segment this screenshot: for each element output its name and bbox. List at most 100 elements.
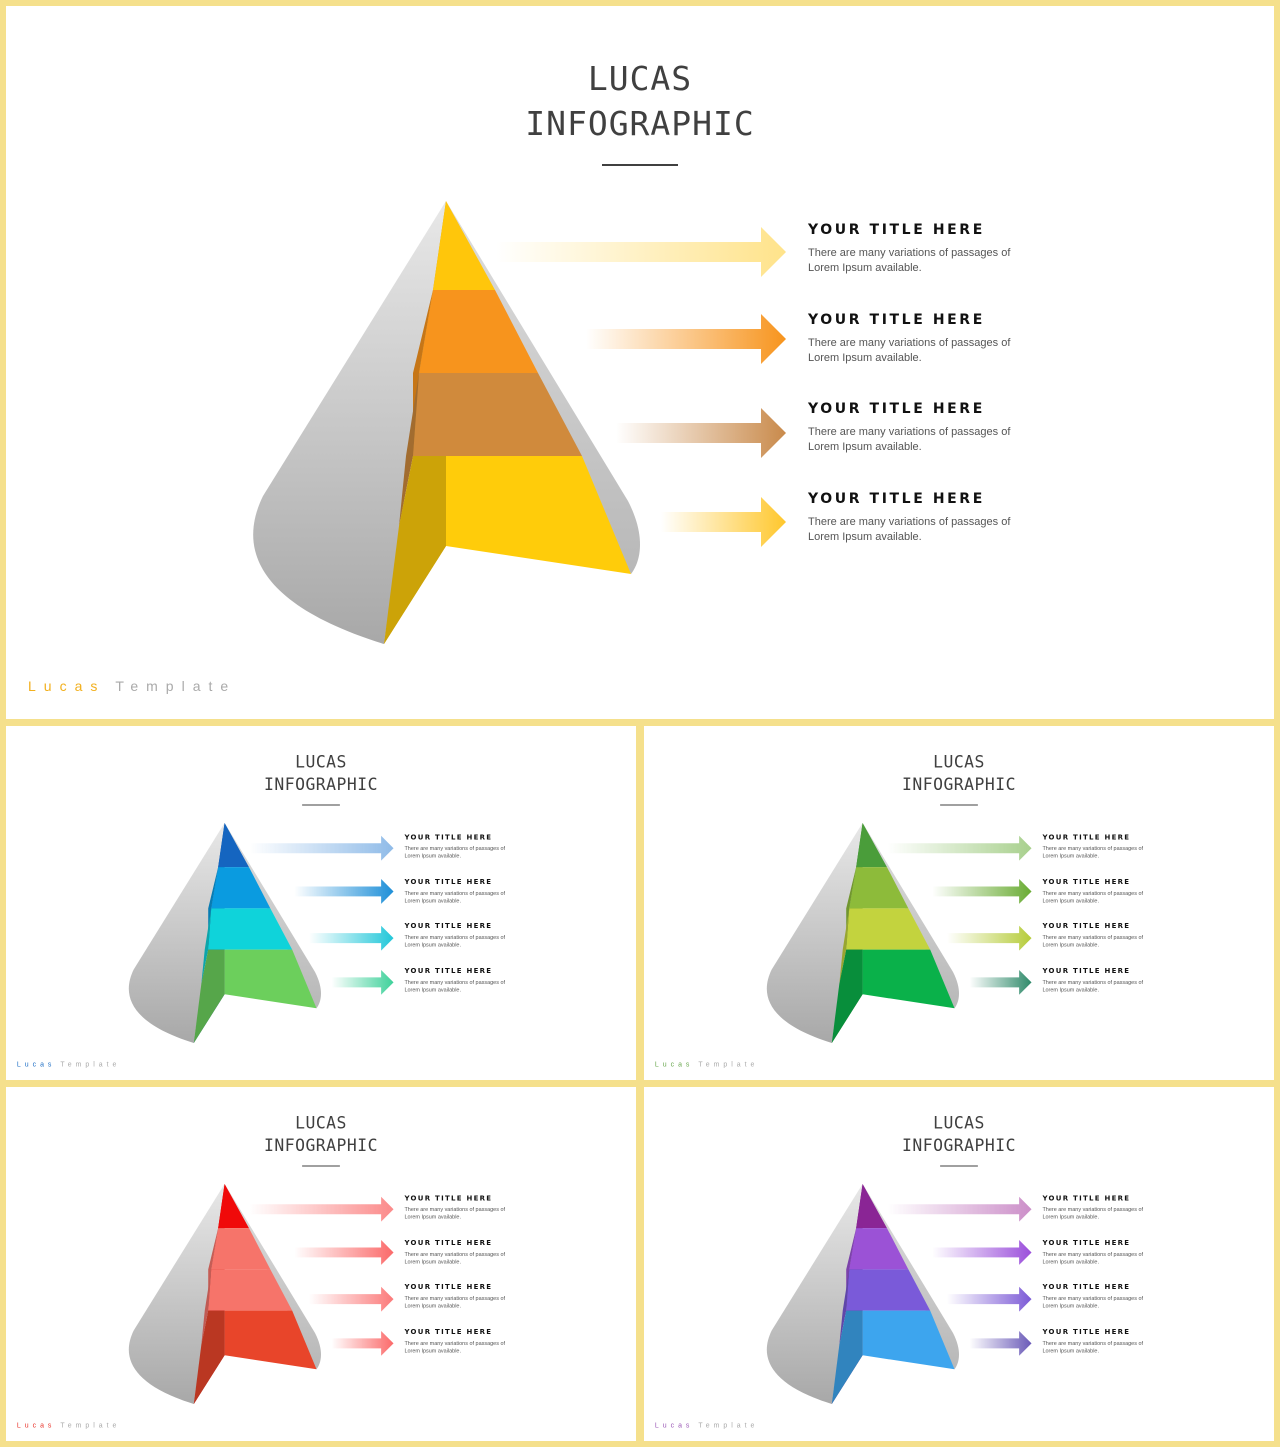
cone-layer-2 (211, 1228, 271, 1270)
title-line-1: LUCAS (933, 1113, 985, 1133)
info-item-description: There are many variations of passages of… (404, 1206, 506, 1221)
title-line-1: LUCAS (933, 752, 985, 772)
info-item-description: There are many variations of passages of… (808, 516, 1011, 543)
info-item-description: There are many variations of passages of… (404, 1295, 506, 1310)
footer-template-label: Template (60, 1420, 121, 1429)
slide-purple: LUCAS INFOGRAPHIC (644, 1087, 1274, 1441)
cut-face-layer-3 (201, 1269, 212, 1346)
arrow-2 (586, 314, 786, 364)
info-item-title: YOUR TITLE HERE (404, 1283, 493, 1292)
cut-face-layer-2 (208, 867, 219, 950)
cone-infographic (253, 201, 786, 644)
info-item-4: YOUR TITLE HERE There are many variation… (1042, 1328, 1171, 1355)
info-item-4: YOUR TITLE HERE There are many variation… (404, 1328, 533, 1355)
arrow-4 (331, 1330, 394, 1356)
slide-title: LUCAS INFOGRAPHIC (6, 1112, 636, 1157)
info-item-2: YOUR TITLE HERE There are many variation… (808, 312, 1068, 366)
info-item-3: YOUR TITLE HERE There are many variation… (1042, 922, 1171, 949)
title-line-2: INFOGRAPHIC (263, 774, 379, 795)
info-item-description: There are many variations of passages of… (404, 1340, 506, 1354)
arrow-3 (309, 925, 394, 951)
info-item-title: YOUR TITLE HERE (808, 401, 985, 417)
arrow-2 (294, 1240, 394, 1265)
cut-face-layer-4 (831, 949, 863, 1043)
info-item-description: There are many variations of passages of… (1042, 845, 1144, 860)
cone-infographic (766, 822, 1032, 1043)
cone-infographic (766, 1183, 1032, 1404)
info-item-description: There are many variations of passages of… (404, 890, 506, 904)
cone-body (766, 822, 863, 1043)
cut-face-layer-3 (839, 1269, 850, 1346)
info-item-description: There are many variations of passages of… (1042, 979, 1144, 993)
title-underline (602, 164, 678, 166)
footer-template-label: Template (698, 1059, 759, 1068)
cone-layer-4 (846, 949, 955, 1009)
info-item-description: There are many variations of passages of… (404, 934, 506, 949)
title-line-1: LUCAS (295, 1113, 347, 1133)
slide-title: LUCAS INFOGRAPHIC (644, 751, 1274, 796)
arrow-1 (887, 835, 1032, 861)
arrow-1 (249, 835, 394, 861)
info-item-title: YOUR TITLE HERE (808, 222, 985, 238)
title-line-2: INFOGRAPHIC (901, 774, 1017, 795)
info-item-title: YOUR TITLE HERE (1042, 878, 1131, 886)
info-item-1: YOUR TITLE HERE There are many variation… (808, 222, 1068, 276)
footer-brand-name: Lucas (16, 1059, 56, 1068)
slide-yellow-large: LUCAS INFOGRAPHIC (6, 6, 1274, 719)
footer-brand: Lucas Template (17, 1060, 120, 1068)
arrow-3 (309, 1286, 394, 1312)
cone-body (766, 1183, 863, 1404)
info-item-description: There are many variations of passages of… (1042, 1340, 1144, 1354)
info-item-title: YOUR TITLE HERE (404, 1239, 493, 1247)
info-item-3: YOUR TITLE HERE There are many variation… (404, 1283, 533, 1310)
footer-brand-name: Lucas (28, 678, 106, 694)
info-item-description: There are many variations of passages of… (1042, 890, 1144, 904)
slide-green: LUCAS INFOGRAPHIC (644, 726, 1274, 1080)
arrow-2 (294, 879, 394, 904)
cone-infographic (128, 1183, 394, 1404)
title-underline (940, 804, 978, 806)
info-item-2: YOUR TITLE HERE There are many variation… (1042, 878, 1171, 905)
cone-layer-4 (413, 456, 631, 574)
info-item-1: YOUR TITLE HERE There are many variation… (1042, 1194, 1171, 1221)
cone-layer-1 (856, 822, 887, 868)
arrow-3 (616, 408, 786, 458)
arrow-4 (661, 497, 786, 547)
cone-layer-1 (218, 1183, 249, 1229)
cut-face-layer-4 (193, 949, 225, 1043)
info-item-description: There are many variations of passages of… (404, 845, 506, 860)
info-item-title: YOUR TITLE HERE (1042, 922, 1131, 931)
info-item-4: YOUR TITLE HERE There are many variation… (808, 491, 1068, 545)
slide-title: LUCAS INFOGRAPHIC (6, 751, 636, 796)
cone-infographic (128, 822, 394, 1043)
footer-template-label: Template (115, 678, 237, 694)
info-item-description: There are many variations of passages of… (1042, 934, 1144, 949)
cut-face-layer-4 (831, 1310, 863, 1404)
cone-body (128, 822, 225, 1043)
arrow-1 (496, 227, 786, 277)
cone-body (253, 201, 446, 644)
info-item-1: YOUR TITLE HERE There are many variation… (404, 1194, 533, 1221)
title-line-2: INFOGRAPHIC (525, 104, 755, 143)
info-item-description: There are many variations of passages of… (1042, 1295, 1144, 1310)
title-line-1: LUCAS (587, 59, 693, 98)
slide-title: LUCAS INFOGRAPHIC (644, 1112, 1274, 1157)
cut-face-layer-2 (846, 867, 857, 950)
info-item-4: YOUR TITLE HERE There are many variation… (404, 967, 533, 994)
footer-brand-name: Lucas (654, 1420, 694, 1429)
cone-body (128, 1183, 225, 1404)
cut-face-layer-4 (193, 1310, 225, 1404)
info-item-title: YOUR TITLE HERE (1042, 833, 1131, 842)
info-item-description: There are many variations of passages of… (404, 979, 506, 993)
info-item-description: There are many variations of passages of… (808, 337, 1011, 364)
info-item-title: YOUR TITLE HERE (404, 833, 493, 842)
info-item-2: YOUR TITLE HERE There are many variation… (404, 878, 533, 905)
info-item-description: There are many variations of passages of… (1042, 1251, 1144, 1265)
cone-layer-1 (433, 201, 495, 290)
cone-layer-4 (846, 1310, 955, 1370)
info-item-title: YOUR TITLE HERE (404, 878, 493, 886)
info-item-3: YOUR TITLE HERE There are many variation… (404, 922, 533, 949)
cut-face-layer-3 (399, 373, 419, 526)
footer-brand: Lucas Template (655, 1421, 758, 1429)
footer-template-label: Template (60, 1059, 121, 1068)
